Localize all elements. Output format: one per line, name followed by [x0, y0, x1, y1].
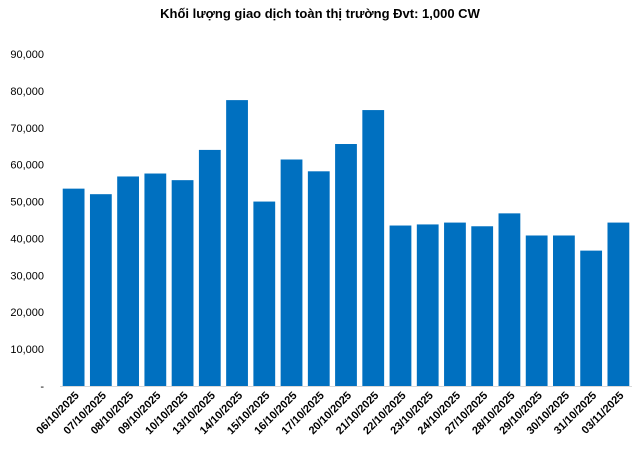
- bar-08/10/2025: [117, 176, 139, 386]
- y-tick-label: 90,000: [10, 49, 44, 61]
- chart-title: Khối lượng giao dịch toàn thị trường Đvt…: [160, 6, 480, 21]
- bar-03/11/2025: [607, 222, 630, 386]
- bar-22/10/2025: [389, 225, 412, 386]
- y-tick-label: 60,000: [10, 160, 44, 172]
- bar-24/10/2025: [444, 222, 466, 386]
- bar-29/10/2025: [525, 235, 548, 386]
- bar-27/10/2025: [471, 226, 494, 386]
- y-tick-label: 30,000: [10, 270, 44, 282]
- y-tick-label: -: [40, 381, 44, 393]
- bars: [62, 100, 630, 387]
- y-tick-label: 80,000: [10, 86, 44, 98]
- bar-28/10/2025: [498, 213, 521, 386]
- bar-15/10/2025: [253, 201, 276, 386]
- y-tick-label: 20,000: [10, 307, 44, 319]
- bar-21/10/2025: [362, 110, 385, 386]
- bar-16/10/2025: [280, 159, 303, 386]
- y-tick-label: 40,000: [10, 233, 44, 245]
- bar-30/10/2025: [553, 235, 575, 386]
- bar-10/10/2025: [171, 180, 194, 386]
- bar-13/10/2025: [198, 149, 221, 386]
- bar-14/10/2025: [226, 100, 248, 387]
- bar-23/10/2025: [416, 224, 439, 386]
- bar-07/10/2025: [89, 194, 112, 386]
- bar-20/10/2025: [335, 144, 357, 386]
- bar-06/10/2025: [62, 188, 85, 386]
- y-tick-label: 70,000: [10, 123, 44, 135]
- bar-31/10/2025: [580, 250, 603, 386]
- y-tick-label: 10,000: [10, 344, 44, 356]
- x-axis: 06/10/202507/10/202508/10/202509/10/2025…: [34, 386, 632, 437]
- y-tick-label: 50,000: [10, 197, 44, 209]
- bar-17/10/2025: [307, 171, 330, 386]
- bar-09/10/2025: [144, 173, 167, 386]
- y-axis: - 10,000 20,000 30,000 40,000 50,000 60,000 70,…: [10, 49, 44, 393]
